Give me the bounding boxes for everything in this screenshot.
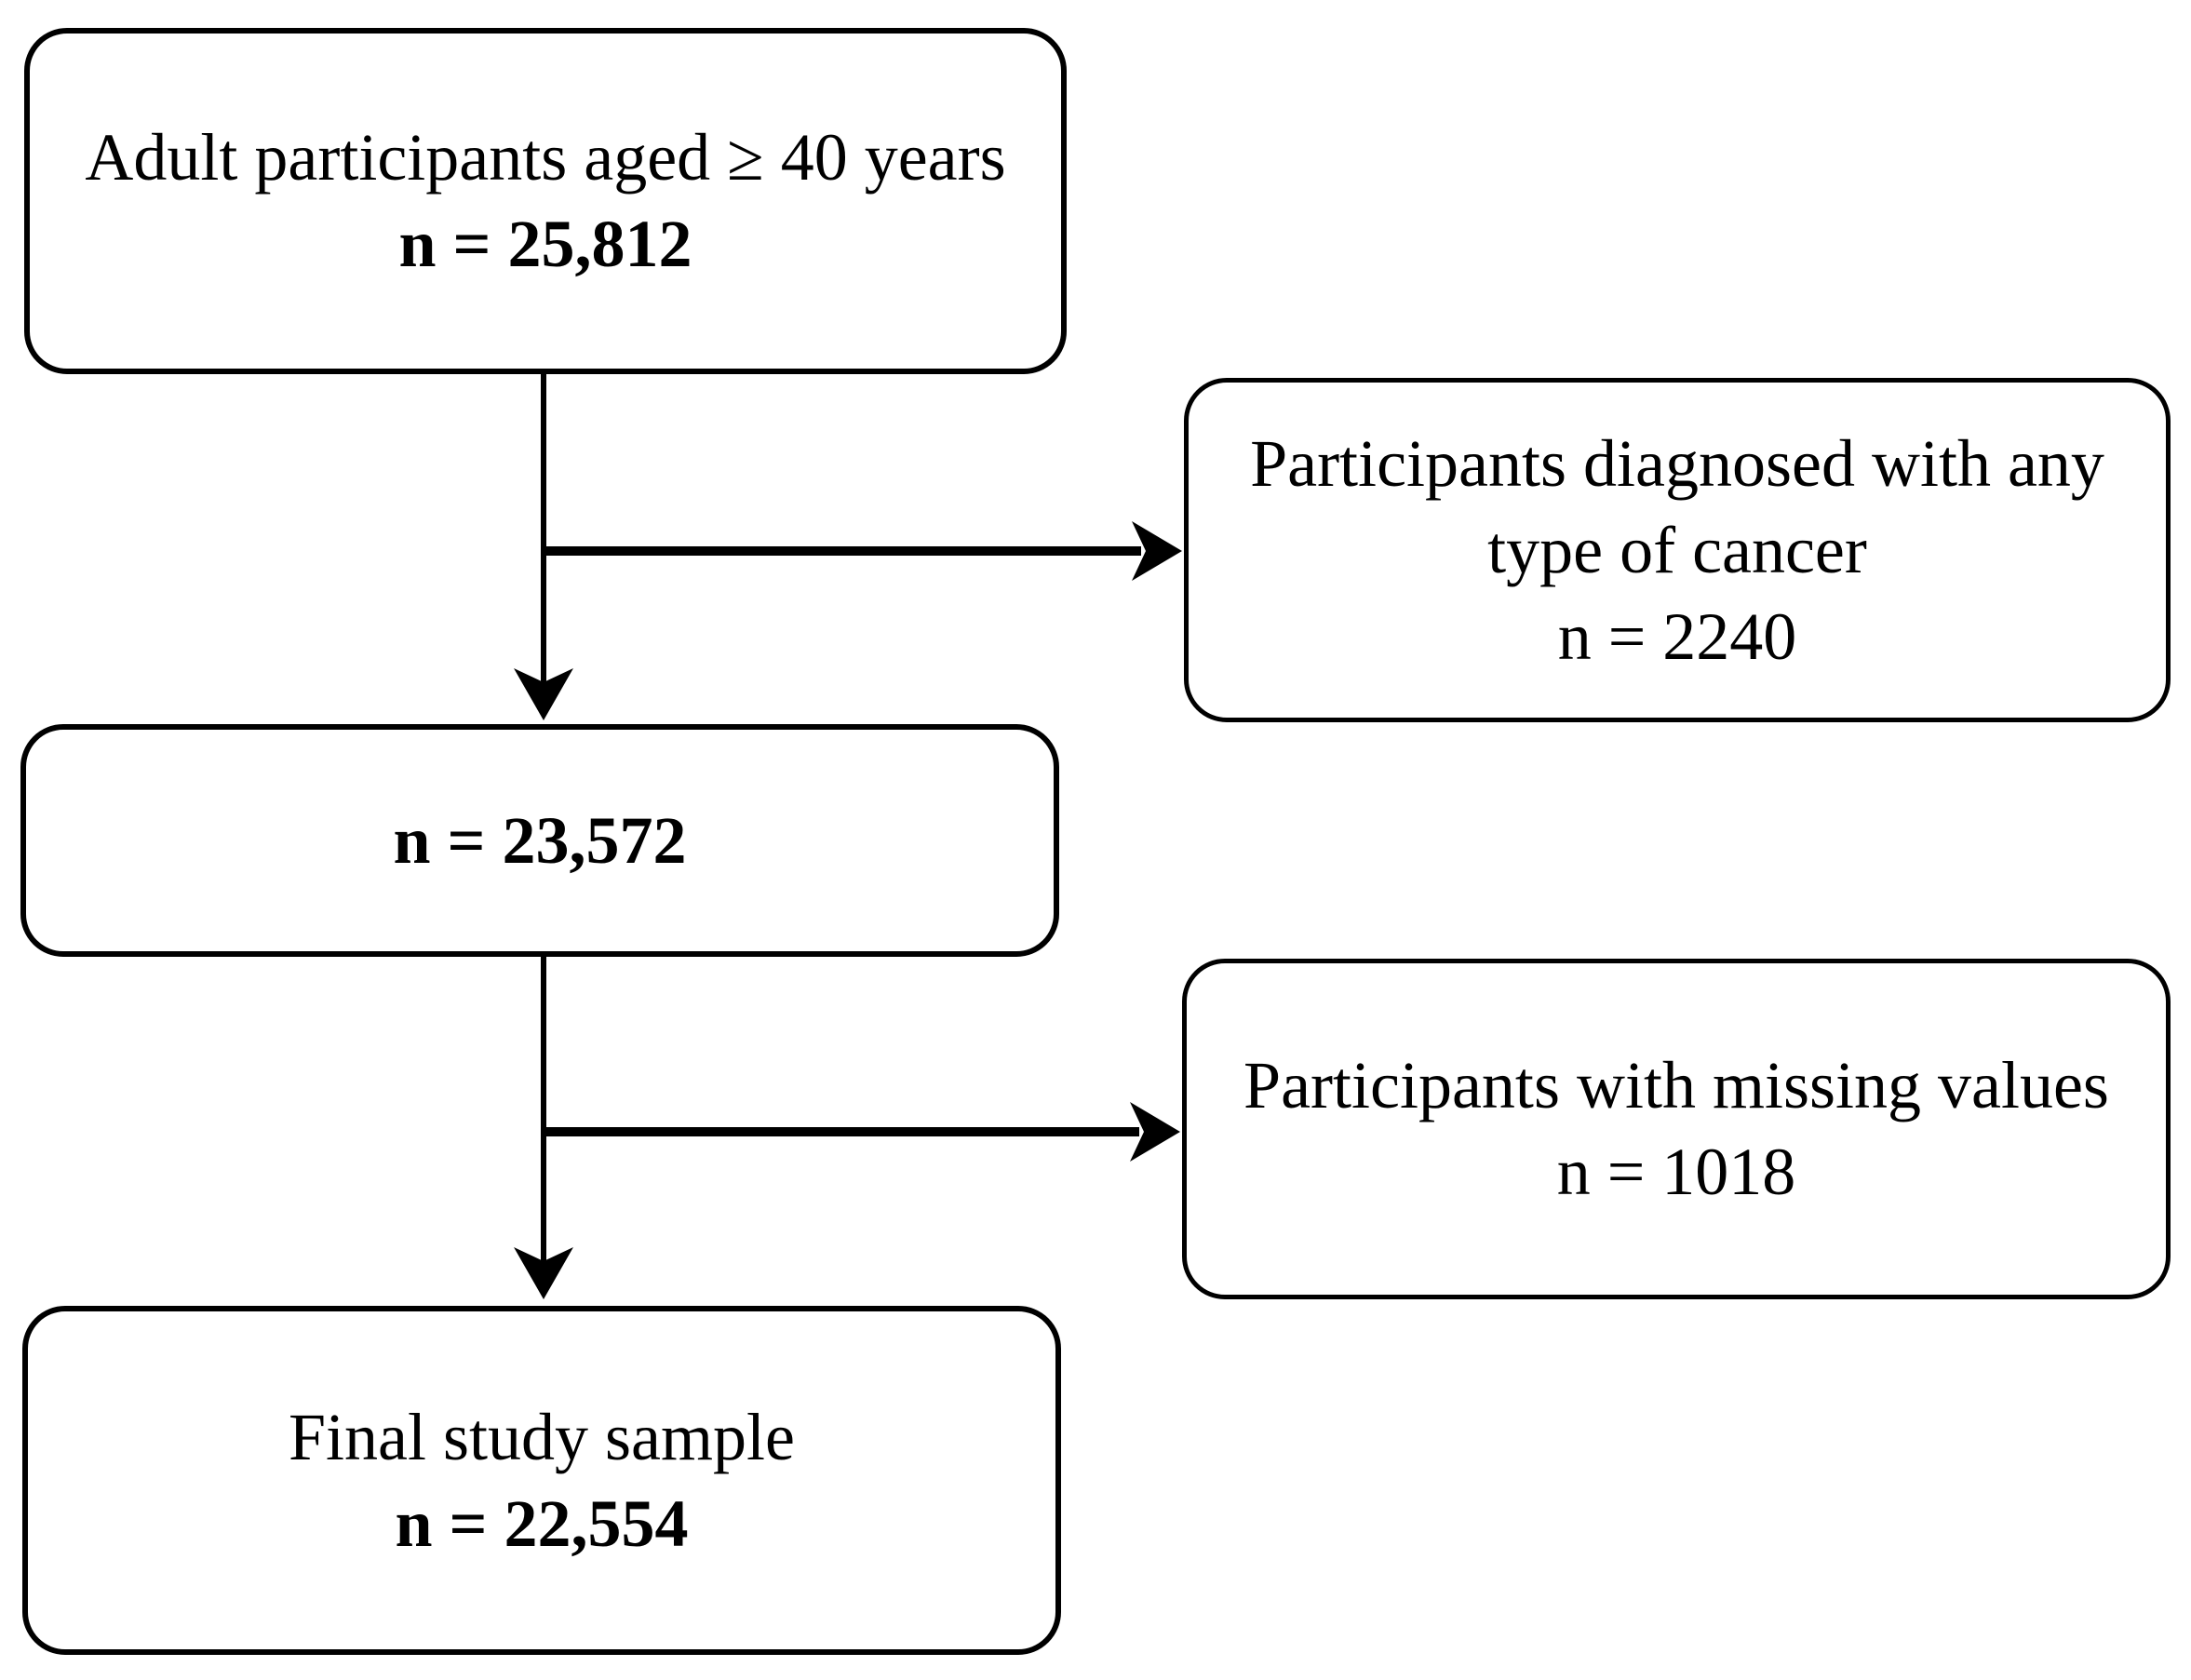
box-cancer-description-line2: type of cancer [1487, 512, 1867, 587]
box-final-description: Final study sample [289, 1399, 795, 1474]
box-eligible-description: Adult participants aged ≥ 40 years [85, 120, 1006, 195]
box-included-count: n = 23,572 [393, 802, 687, 878]
box-missing-exclusion: Participants with missing values n = 101… [1182, 959, 2171, 1299]
box-eligible-count: n = 25,812 [398, 207, 692, 281]
box-eligible-population: Adult participants aged ≥ 40 years n = 2… [24, 28, 1067, 374]
arrow-to-missing-exclusion [544, 1102, 1180, 1162]
arrow-to-cancer-exclusion [544, 521, 1182, 581]
box-cancer-exclusion: Participants diagnosed with any type of … [1184, 378, 2171, 722]
box-final-count: n = 22,554 [395, 1485, 689, 1561]
box-cancer-count: n = 2240 [1557, 598, 1797, 674]
arrow-included-to-final [514, 957, 573, 1299]
box-final-sample: Final study sample n = 22,554 [22, 1306, 1061, 1655]
box-included-population: n = 23,572 [20, 724, 1059, 957]
box-missing-description: Participants with missing values [1243, 1048, 2109, 1122]
arrow-eligible-to-included [514, 374, 573, 720]
box-missing-count: n = 1018 [1556, 1135, 1796, 1209]
box-cancer-description-line1: Participants diagnosed with any [1250, 425, 2104, 501]
